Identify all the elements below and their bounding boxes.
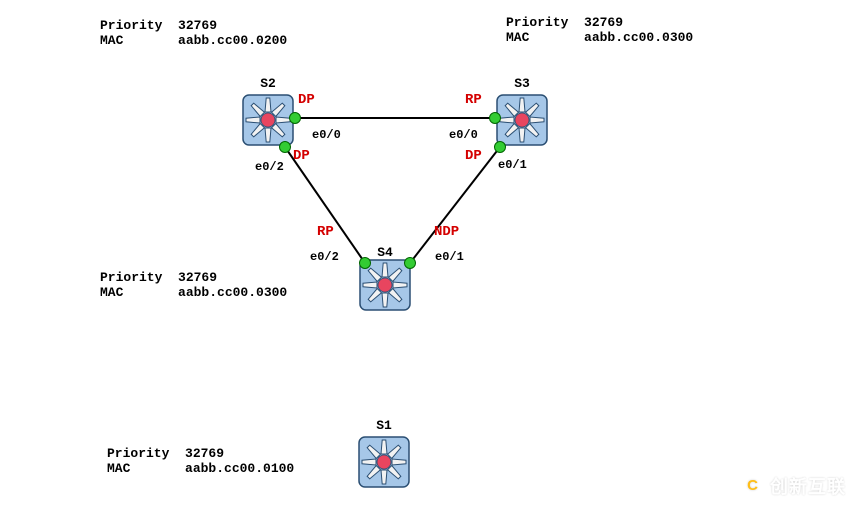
port-dot [359, 257, 371, 269]
iface-label: e0/1 [435, 250, 464, 264]
port-dot [289, 112, 301, 124]
device-label-s1: S1 [376, 418, 392, 433]
port-role-label: DP [293, 148, 310, 164]
watermark-icon [742, 475, 764, 497]
port-role-label: NDP [434, 224, 459, 240]
diagram-canvas: Priority 32769 MAC aabb.cc00.0200 Priori… [0, 0, 856, 507]
watermark: 创新互联 [742, 473, 846, 499]
port-dot [489, 112, 501, 124]
link [285, 147, 365, 263]
switch-icon-s1 [357, 435, 411, 489]
link [410, 147, 500, 263]
iface-label: e0/2 [310, 250, 339, 264]
iface-label: e0/2 [255, 160, 284, 174]
port-role-label: DP [465, 148, 482, 164]
iface-label: e0/0 [449, 128, 478, 142]
port-dot [494, 141, 506, 153]
switch-info-s4: Priority 32769 MAC aabb.cc00.0300 [100, 270, 287, 300]
port-dot [404, 257, 416, 269]
switch-info-s1: Priority 32769 MAC aabb.cc00.0100 [107, 446, 294, 476]
switch-icon-s2 [241, 93, 295, 147]
watermark-text: 创新互联 [770, 473, 846, 499]
device-label-s3: S3 [514, 76, 530, 91]
switch-info-s3: Priority 32769 MAC aabb.cc00.0300 [506, 15, 693, 45]
device-label-s2: S2 [260, 76, 276, 91]
switch-info-s2: Priority 32769 MAC aabb.cc00.0200 [100, 18, 287, 48]
iface-label: e0/1 [498, 158, 527, 172]
port-role-label: RP [465, 92, 482, 108]
iface-label: e0/0 [312, 128, 341, 142]
port-role-label: RP [317, 224, 334, 240]
port-role-label: DP [298, 92, 315, 108]
switch-icon-s3 [495, 93, 549, 147]
link-layer [0, 0, 856, 507]
port-dot [279, 141, 291, 153]
